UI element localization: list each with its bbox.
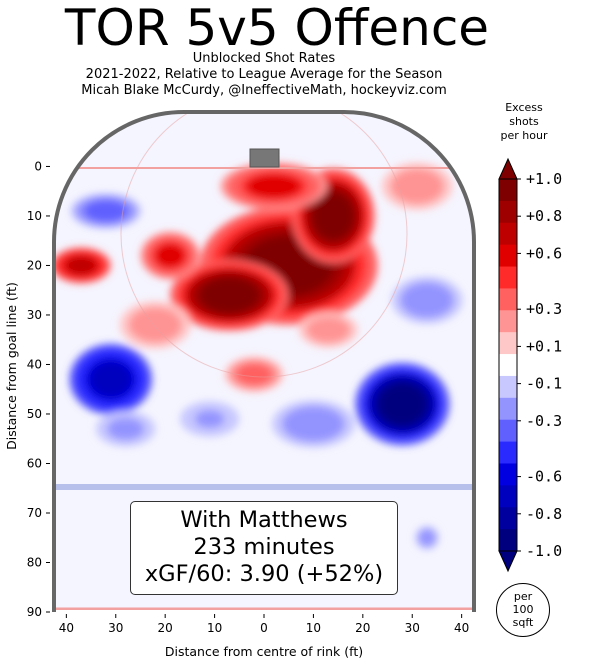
colorbar-band — [499, 288, 517, 311]
colorbar-title: Excess shots per hour — [494, 101, 554, 143]
y-tick-label: 20 — [27, 258, 42, 272]
colorbar-band — [499, 419, 517, 443]
heat-hotspot — [88, 202, 124, 220]
colorbar-band — [499, 397, 517, 421]
heat-hotspot — [199, 277, 260, 313]
x-tick-label: 30 — [405, 621, 420, 635]
colorbar-bottom-extension — [498, 550, 518, 573]
x-tick-label: 40 — [59, 621, 74, 635]
y-tick-label: 30 — [27, 308, 42, 322]
y-axis-label: Distance from goal line (ft) — [4, 282, 19, 450]
colorbar-frame — [498, 178, 518, 552]
annotation-line-3: xGF/60: 3.90 (+52%) — [144, 561, 384, 587]
y-axis: 0 10 20 30 40 50 60 70 80 90 — [27, 159, 50, 619]
heat-hotspot — [421, 531, 433, 544]
heat-hotspot — [247, 174, 301, 199]
x-tick-label: 10 — [306, 621, 321, 635]
units-badge-text: per 100 sqft — [512, 590, 534, 629]
heat-hotspot — [66, 256, 96, 275]
colorbar-band — [499, 485, 517, 508]
colorbar-band — [499, 310, 517, 333]
units-badge: per 100 sqft — [496, 583, 550, 637]
x-tick-label: 20 — [355, 621, 370, 635]
colorbar-band — [499, 266, 517, 289]
heat-hotspot — [155, 243, 185, 268]
heat-hotspot — [194, 410, 225, 428]
goal-net — [249, 148, 280, 168]
colorbar-top-extension — [498, 157, 518, 180]
blue-line — [54, 484, 474, 490]
heat-hotspot — [409, 288, 445, 312]
chart-subtitle-3: Micah Blake McCurdy, @IneffectiveMath, h… — [81, 83, 447, 98]
chart-subtitle-2: 2021-2022, Relative to League Average fo… — [85, 67, 443, 82]
y-tick-label: 10 — [27, 209, 42, 223]
heat-hotspot — [312, 192, 354, 240]
colorbar-tick-label: -1.0 — [526, 542, 562, 560]
colorbar-band — [499, 222, 517, 246]
colorbar-band — [499, 441, 517, 464]
heat-layer — [54, 162, 463, 550]
colorbar-tick-label: -0.1 — [526, 375, 562, 393]
x-axis-label: Distance from centre of rink (ft) — [165, 644, 363, 659]
colorbar-tick-label: -0.3 — [526, 412, 562, 430]
colorbar-tick-label: +0.6 — [526, 244, 562, 262]
heat-hotspot — [399, 174, 435, 199]
colorbar-tick-label: -0.8 — [526, 505, 562, 523]
x-tick-label: 30 — [108, 621, 123, 635]
colorbar-title-text: Excess shots per hour — [500, 101, 548, 142]
colorbar-band — [499, 375, 517, 399]
colorbar-band — [499, 354, 517, 377]
heat-hotspot — [292, 412, 335, 436]
colorbar-band — [499, 179, 517, 202]
heat-hotspot — [110, 419, 141, 438]
colorbar-tick-label: +0.1 — [526, 337, 562, 355]
chart-subtitle-1: Unblocked Shot Rates — [192, 51, 336, 66]
y-tick-label: 70 — [27, 506, 42, 520]
colorbar: +1.0 +0.8 +0.6 +0.3 +0.1 -0.1 -0.3 -0.6 -0.8 -1.0 — [498, 157, 562, 573]
x-tick-label: 40 — [454, 621, 469, 635]
x-tick-label: 10 — [207, 621, 222, 635]
y-tick-label: 0 — [34, 159, 42, 173]
y-tick-label: 40 — [27, 357, 42, 371]
y-tick-label: 80 — [27, 555, 42, 569]
colorbar-tick-label: +0.3 — [526, 300, 562, 318]
annotation-box: With Matthews 233 minutes xGF/60: 3.90 (… — [130, 501, 398, 595]
annotation-line-2: 233 minutes — [193, 534, 335, 560]
x-axis: 40 30 20 10 0 10 20 30 40 — [59, 614, 469, 635]
y-tick-label: 60 — [27, 456, 42, 470]
colorbar-band — [499, 463, 517, 486]
colorbar-tick-label: +0.8 — [526, 207, 562, 225]
x-tick-label: 20 — [158, 621, 173, 635]
heat-hotspot — [313, 320, 344, 339]
heat-hotspot — [90, 361, 132, 398]
rink-boards — [52, 110, 476, 612]
colorbar-band — [499, 507, 517, 530]
heat-hotspot — [378, 383, 427, 425]
colorbar-band — [499, 529, 517, 552]
colorbar-tick-label: +1.0 — [526, 170, 562, 188]
annotation-line-1: With Matthews — [180, 507, 348, 533]
colorbar-band — [499, 200, 517, 224]
colorbar-tick-label: -0.6 — [526, 468, 562, 486]
heat-hotspot — [137, 312, 174, 337]
y-tick-label: 90 — [27, 605, 42, 619]
y-tick-label: 50 — [27, 407, 42, 421]
colorbar-band — [499, 244, 517, 268]
x-tick-label: 0 — [260, 621, 268, 635]
faceoff-circle — [120, 112, 408, 378]
chart-title: TOR 5v5 Offence — [64, 0, 490, 57]
colorbar-band — [499, 332, 517, 355]
heat-hotspot — [239, 365, 269, 384]
